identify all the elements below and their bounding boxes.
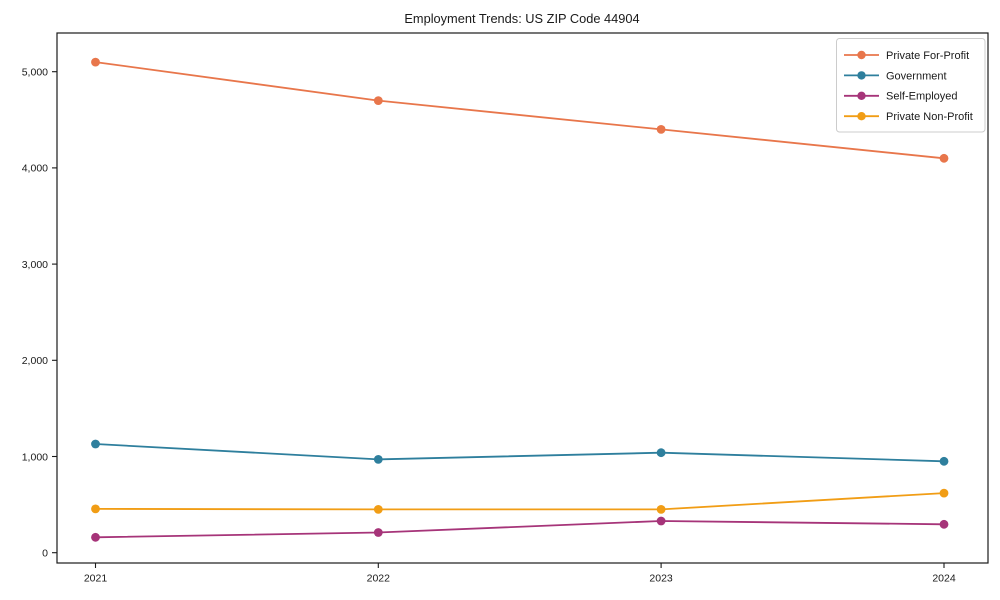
legend-item-private-for-profit: Private For-Profit [844,50,969,62]
x-tick-label: 2023 [649,573,673,585]
y-tick-label: 0 [42,548,48,560]
y-tick-label: 3,000 [22,259,48,271]
point-private-for-profit-2021 [91,57,100,67]
legend-box [836,38,986,133]
chart-title: Employment Trends: US ZIP Code 44904 [404,11,639,26]
legend-label: Self-Employed [886,91,958,103]
point-private-for-profit-2023 [656,124,666,134]
legend-item-government: Government [844,70,947,82]
point-private-non-profit-2022 [373,505,383,514]
legend-marker [857,71,866,80]
point-private-for-profit-2024 [939,153,949,163]
legend-item-private-non-profit: Private Non-Profit [844,111,973,123]
point-private-for-profit-2022 [373,96,383,105]
x-tick-label: 2024 [932,573,956,585]
point-private-non-profit-2021 [91,504,100,514]
line-government [95,443,945,463]
legend-label: Government [886,70,947,82]
x-tick-label: 2021 [84,573,108,585]
point-private-non-profit-2023 [656,505,666,514]
x-tick-label: 2022 [367,573,391,585]
legend-item-self-employed: Self-Employed [844,91,958,103]
point-self-employed-2021 [91,532,100,542]
point-self-employed-2022 [373,528,383,537]
line-private-for-profit [95,61,945,160]
y-tick-label: 5,000 [22,67,48,79]
point-government-2023 [656,448,666,458]
legend-marker [857,50,866,60]
y-tick-label: 2,000 [22,355,48,367]
series-layer [91,57,949,542]
plot-border [56,32,989,564]
legend-marker [857,112,866,121]
legend-label: Private For-Profit [886,50,969,62]
y-tick-label: 4,000 [22,163,48,175]
plot-spines [56,32,989,564]
point-government-2024 [939,456,949,466]
point-government-2022 [373,455,383,464]
legend-marker [857,91,866,101]
point-self-employed-2023 [656,516,666,526]
legend-label: Private Non-Profit [886,111,973,123]
point-self-employed-2024 [939,519,949,529]
axes: 0 1,000 2,000 3,000 4,000 5,000 2021 2022 2023 20… [22,67,956,585]
point-government-2021 [91,439,100,449]
point-private-non-profit-2024 [939,488,949,498]
legend: Private For-Profit Government Self-Employe… [836,38,986,133]
line-private-non-profit [95,492,945,511]
y-tick-label: 1,000 [22,451,48,463]
line-self-employed [95,520,945,539]
